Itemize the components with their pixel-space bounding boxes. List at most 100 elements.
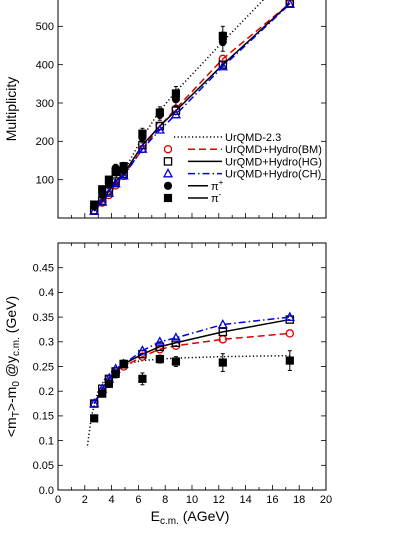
- legend-label: UrQMD-2.3: [225, 132, 281, 144]
- legend-label-sup: +: [219, 178, 224, 187]
- series-line-bm: [93, 332, 290, 404]
- y-axis-label-sub: c.m.: [11, 337, 22, 356]
- point-piminus: [90, 200, 99, 209]
- y-tick-label: 500: [36, 21, 54, 33]
- y-tick-label: 400: [36, 59, 54, 71]
- y-tick-label: 0.2: [39, 386, 54, 398]
- legend-entry: π-: [163, 190, 222, 205]
- x-tick-label: 0: [55, 494, 61, 506]
- legend-marker: [163, 193, 173, 203]
- point-piminus: [111, 167, 120, 177]
- point-ch: [103, 187, 115, 197]
- x-axis-label: Ec.m. (AGeV): [151, 508, 230, 527]
- y-tick-label: 0.3: [39, 337, 54, 349]
- legend-label: UrQMD+Hydro(CH): [225, 169, 321, 181]
- series-group: [89, 0, 295, 215]
- point-ch: [97, 196, 108, 206]
- x-tick-label: 8: [162, 494, 168, 506]
- x-tick-label: 18: [293, 494, 305, 506]
- y-tick-label: 0.4: [39, 287, 54, 299]
- legend-label: UrQMD+Hydro(BM): [225, 144, 322, 156]
- legend-label-sup: -: [219, 190, 222, 199]
- point-bm: [285, 329, 295, 338]
- x-tick-label: 16: [266, 494, 278, 506]
- point-data: [171, 357, 181, 366]
- point-ch: [89, 397, 100, 408]
- y-tick-label: 0.45: [33, 263, 54, 275]
- point-ch: [170, 332, 182, 342]
- legend-marker: [162, 168, 174, 178]
- point-data: [155, 354, 164, 364]
- y-tick-label: 0.35: [33, 312, 54, 324]
- legend-marker: [163, 144, 173, 154]
- y-tick-label: 200: [36, 136, 54, 148]
- y-axis-label: <mT>-m0 @yc.m. (GeV): [3, 296, 22, 437]
- x-tick-label: 2: [82, 494, 88, 506]
- legend-entry: UrQMD+Hydro(CH): [162, 168, 321, 181]
- point-piminus: [119, 162, 128, 171]
- y-axis-label-part: >-m: [3, 387, 19, 412]
- y-tick-label: 0.1: [39, 435, 54, 447]
- point-ch: [89, 205, 100, 215]
- x-axis-label-part: E: [151, 508, 160, 524]
- point-piminus: [138, 129, 147, 138]
- point-data: [138, 374, 147, 383]
- point-ch: [217, 318, 228, 329]
- point-ch: [284, 311, 295, 321]
- legend-marker: [163, 157, 173, 166]
- y-axis-label-part: (GeV): [3, 296, 19, 337]
- point-data: [218, 358, 227, 367]
- y-tick-label: 0.25: [33, 361, 54, 373]
- x-tick-label: 10: [186, 494, 198, 506]
- point-data: [104, 379, 114, 388]
- point-ch: [137, 345, 148, 355]
- point-data: [90, 414, 99, 423]
- series-group: [86, 311, 295, 446]
- plot-frame: [57, 242, 327, 491]
- point-data: [119, 359, 128, 369]
- series-line-ch: [93, 3, 291, 212]
- y-axis-label: Multiplicity: [3, 77, 19, 142]
- legend-entry: UrQMD-2.3: [174, 132, 281, 144]
- point-data: [98, 389, 107, 398]
- point-ch: [137, 143, 148, 153]
- point-ch: [110, 177, 121, 188]
- x-tick-label: 14: [239, 494, 251, 506]
- x-axis-label-part: (AGeV): [179, 508, 230, 524]
- point-ch: [118, 170, 129, 180]
- y-axis-label-sub: 0: [11, 381, 22, 387]
- x-tick-label: 20: [320, 494, 332, 506]
- point-ch: [154, 124, 165, 134]
- series-line-ch: [93, 316, 290, 404]
- point-piminus: [98, 185, 107, 194]
- x-axis-label-sub: c.m.: [160, 516, 179, 527]
- y-tick-label: 0.05: [33, 460, 54, 472]
- point-piminus: [218, 31, 227, 41]
- y-axis-label-sub: T: [11, 411, 22, 417]
- point-ch: [284, 0, 295, 8]
- point-piminus: [155, 108, 164, 117]
- y-tick-label: 0.0: [39, 485, 54, 497]
- legend-entry: π+: [163, 178, 224, 193]
- point-piminus: [171, 89, 181, 98]
- y-tick-label: 300: [36, 98, 54, 110]
- plot-frame: [57, 0, 327, 219]
- y-axis-label-part: @y: [3, 356, 19, 381]
- legend-label: π-: [211, 190, 222, 205]
- mt-panel: 0.0 0.05 0.1 0.15 0.2 0.25 0.3 0.35 0.4 0.45 0 2 4 6 8…: [3, 242, 332, 527]
- legend-label: π+: [211, 178, 224, 193]
- legend-entry: UrQMD+Hydro(HG): [163, 156, 322, 168]
- legend-marker: [163, 181, 173, 190]
- y-axis-label-part: <m: [3, 417, 19, 437]
- x-tick-label: 12: [213, 494, 225, 506]
- point-hg: [155, 342, 165, 351]
- point-data: [111, 369, 120, 379]
- legend-entry: UrQMD+Hydro(BM): [163, 144, 322, 156]
- point-ch: [217, 61, 228, 71]
- point-data: [285, 356, 294, 365]
- y-tick-label: 0.15: [33, 411, 54, 423]
- point-hg: [171, 338, 181, 348]
- legend: UrQMD-2.3UrQMD+Hydro(BM)UrQMD+Hydro(HG)U…: [162, 132, 322, 205]
